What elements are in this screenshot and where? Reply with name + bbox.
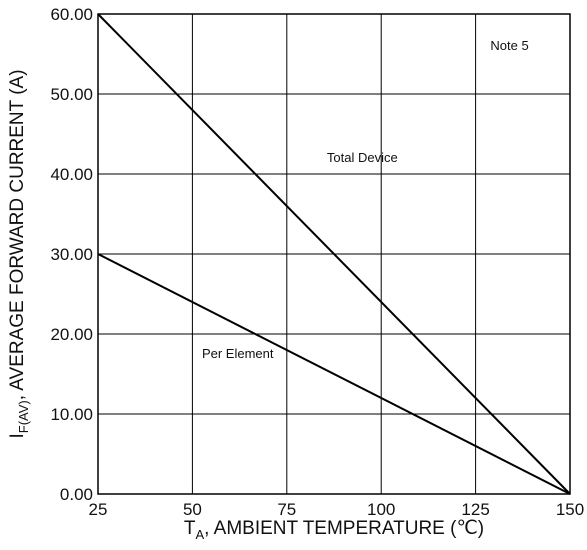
y-tick-label: 0.00 [60,485,93,504]
x-tick-label: 25 [89,500,108,519]
x-tick-label: 125 [461,500,489,519]
y-axis-label-main: I [7,433,28,438]
y-tick-label: 40.00 [50,165,93,184]
annotation-label: Per Element [202,346,274,361]
series-line [97,253,571,495]
x-axis-label-main: T [184,518,196,539]
y-tick-labels: 0.00 10.00 20.00 30.00 40.00 50.00 60.00 [50,5,93,504]
annotation-label: Total Device [327,150,398,165]
y-axis-label-rest: , AVERAGE FORWARD CURRENT (A) [7,69,28,400]
y-tick-label: 20.00 [50,325,93,344]
x-axis-label: TA, AMBIENT TEMPERATURE (℃) [184,518,484,542]
y-axis-label: IF(AV), AVERAGE FORWARD CURRENT (A) [7,69,31,438]
y-tick-label: 10.00 [50,405,93,424]
x-tick-label: 150 [556,500,584,519]
series-lines [97,13,571,495]
annotation-label: Note 5 [490,38,528,53]
x-tick-label: 100 [367,500,395,519]
x-tick-labels: 25 50 75 100 125 150 [89,500,585,519]
y-tick-label: 60.00 [50,5,93,24]
annotations: Note 5 Total Device Per Element [202,38,529,361]
x-axis-label-rest: , AMBIENT TEMPERATURE (℃) [204,518,484,539]
y-tick-label: 30.00 [50,245,93,264]
series-line [97,13,571,495]
x-tick-label: 50 [183,500,202,519]
x-tick-label: 75 [277,500,296,519]
x-axis-label-subscript: A [195,527,204,542]
y-tick-label: 50.00 [50,85,93,104]
y-axis-label-subscript: F(AV) [16,400,31,433]
